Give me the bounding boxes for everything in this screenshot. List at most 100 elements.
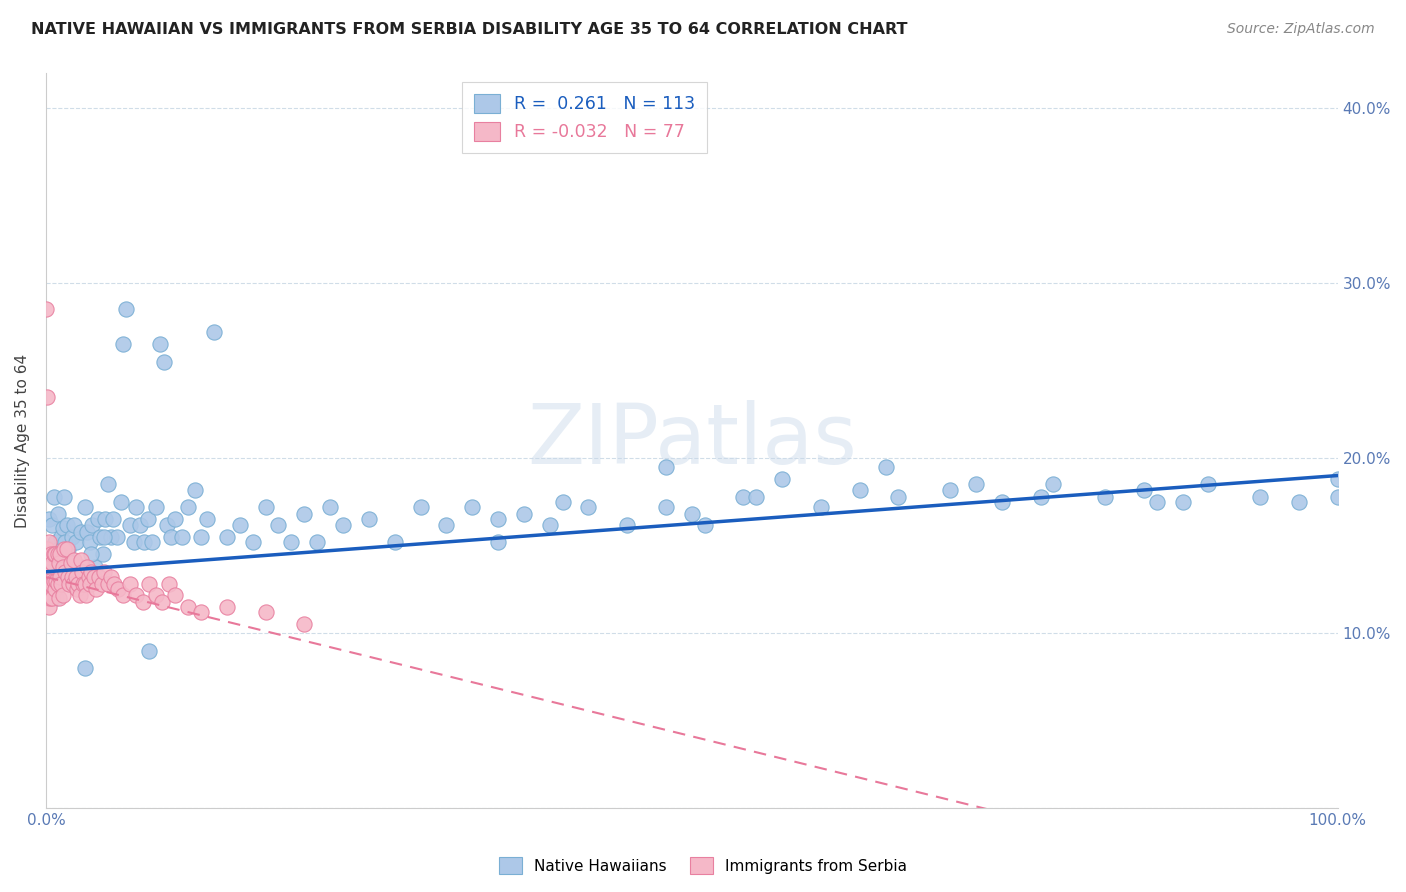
Point [110, 495, 132, 509]
Point [38, 559, 60, 574]
Point [215, 530, 238, 544]
Point [46, 547, 69, 561]
Point [38, 512, 60, 526]
Point [53, 490, 76, 504]
Point [136, 512, 159, 526]
Point [1326, 490, 1348, 504]
Point [38, 599, 60, 614]
Point [991, 495, 1014, 509]
Point [97, 477, 120, 491]
Point [73, 577, 96, 591]
Legend: R =  0.261   N = 113, R = -0.032   N = 77: R = 0.261 N = 113, R = -0.032 N = 77 [461, 82, 707, 153]
Point [48, 556, 70, 570]
Text: Source: ZipAtlas.com: Source: ZipAtlas.com [1227, 22, 1375, 37]
Point [357, 512, 380, 526]
Point [122, 535, 145, 549]
Point [1029, 490, 1052, 504]
Point [70, 559, 93, 574]
Point [58, 559, 80, 574]
Point [63, 552, 86, 566]
Point [51, 577, 73, 591]
Point [39, 577, 62, 591]
Point [66, 582, 89, 597]
Point [82, 517, 104, 532]
Point [52, 559, 75, 574]
Point [254, 500, 277, 514]
Point [165, 512, 187, 526]
Point [513, 507, 536, 521]
Point [90, 577, 112, 591]
Point [65, 535, 87, 549]
Point [319, 500, 342, 514]
Point [59, 570, 82, 584]
Point [55, 542, 77, 557]
Point [83, 570, 105, 584]
Point [67, 577, 90, 591]
Point [41, 517, 63, 532]
Point [134, 535, 156, 549]
Point [84, 559, 107, 574]
Point [145, 588, 167, 602]
Point [48, 542, 70, 557]
Point [45, 591, 67, 605]
Point [745, 490, 768, 504]
Point [35, 591, 58, 605]
Point [190, 605, 212, 619]
Point [86, 512, 108, 526]
Point [165, 588, 187, 602]
Point [35, 559, 58, 574]
Point [52, 521, 75, 535]
Point [94, 512, 117, 526]
Point [53, 565, 76, 579]
Point [965, 477, 987, 491]
Point [67, 574, 90, 588]
Point [1249, 490, 1271, 504]
Point [1171, 495, 1194, 509]
Point [681, 507, 703, 521]
Point [80, 547, 103, 561]
Point [538, 517, 561, 532]
Point [86, 582, 108, 597]
Point [77, 570, 100, 584]
Point [37, 542, 59, 557]
Point [37, 559, 59, 574]
Point [60, 570, 83, 584]
Point [38, 591, 60, 605]
Point [254, 605, 277, 619]
Point [87, 570, 110, 584]
Point [70, 552, 93, 566]
Point [267, 517, 290, 532]
Point [100, 570, 122, 584]
Point [202, 325, 225, 339]
Point [160, 530, 183, 544]
Point [1133, 483, 1156, 497]
Point [887, 490, 910, 504]
Point [1042, 477, 1064, 491]
Point [62, 577, 84, 591]
Point [93, 530, 115, 544]
Point [384, 535, 406, 549]
Point [152, 355, 174, 369]
Point [52, 588, 75, 602]
Point [156, 517, 179, 532]
Point [307, 535, 329, 549]
Point [129, 517, 152, 532]
Point [44, 582, 66, 597]
Point [183, 483, 205, 497]
Point [48, 570, 70, 584]
Point [79, 577, 101, 591]
Point [190, 530, 212, 544]
Point [73, 500, 96, 514]
Text: ZIPatlas: ZIPatlas [527, 400, 856, 481]
Point [1146, 495, 1168, 509]
Point [70, 524, 93, 539]
Point [39, 542, 62, 557]
Point [177, 599, 200, 614]
Point [41, 591, 63, 605]
Point [41, 556, 63, 570]
Point [56, 570, 79, 584]
Point [1326, 472, 1348, 486]
Point [35, 574, 58, 588]
Point [132, 594, 155, 608]
Point [693, 517, 716, 532]
